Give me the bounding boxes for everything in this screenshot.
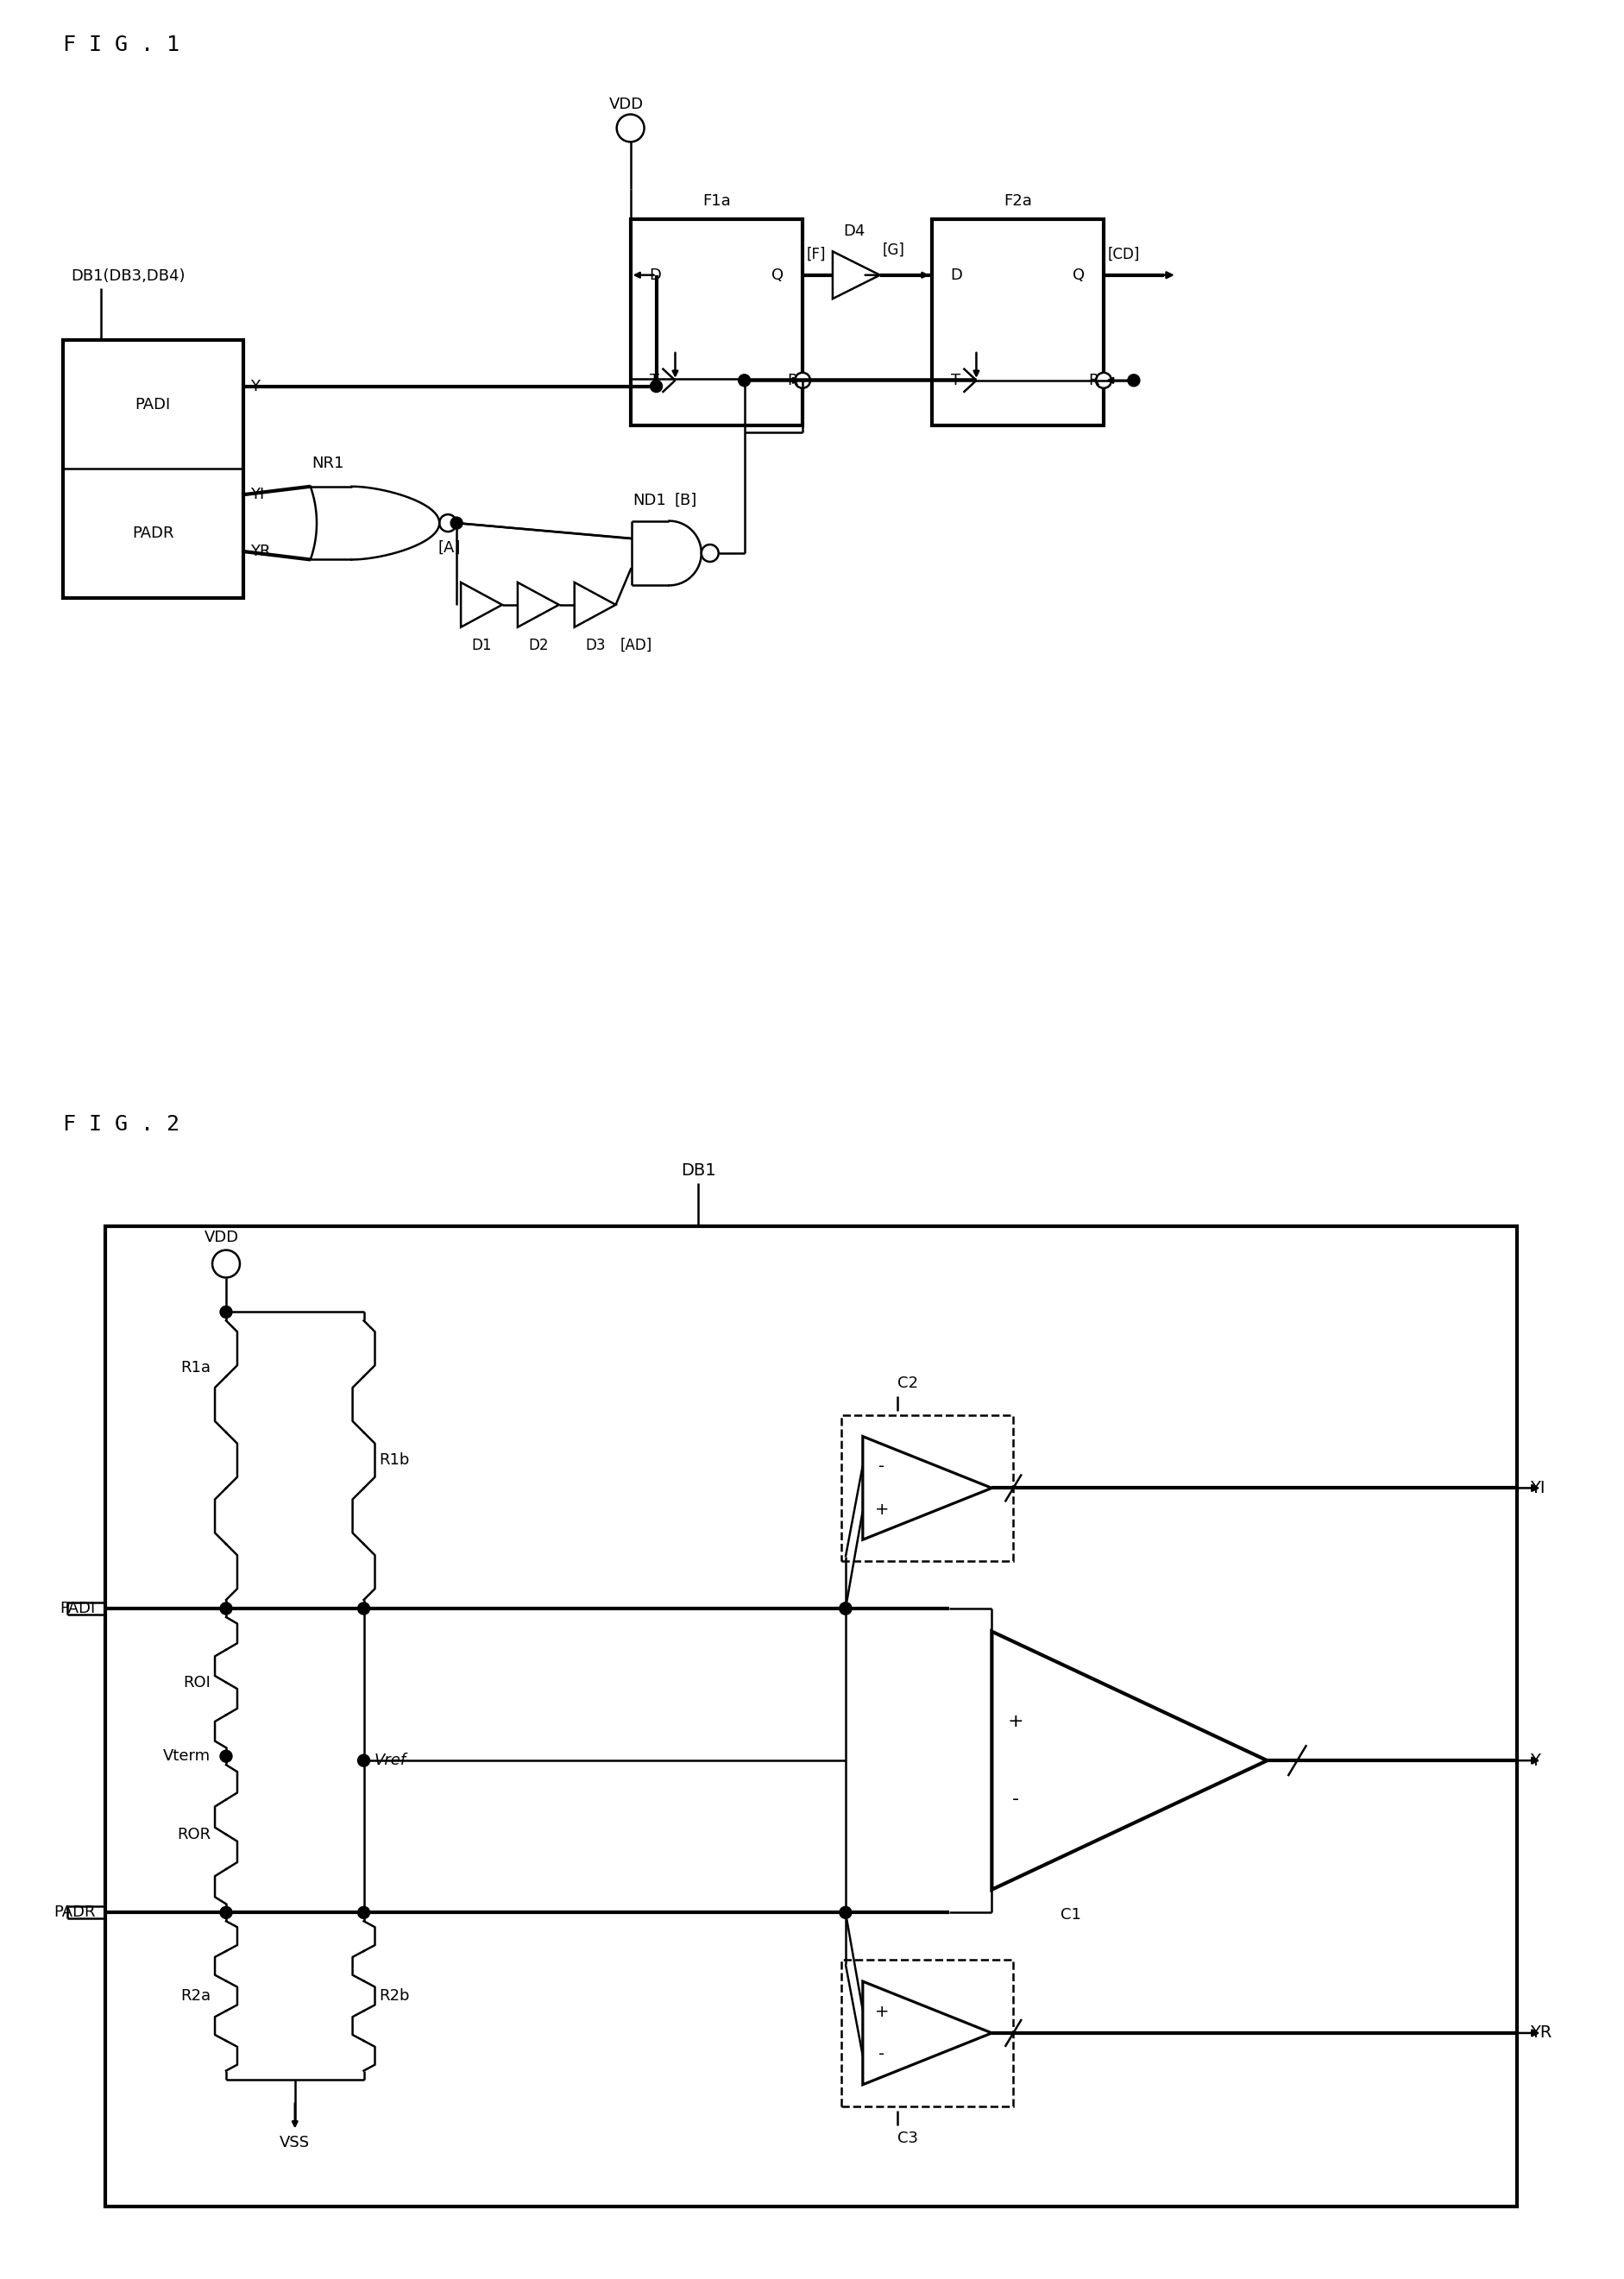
Text: NR1: NR1 [312,456,344,472]
Text: -: - [879,2047,885,2062]
Text: PADI: PADI [135,397,171,412]
Circle shape [213,1251,240,1279]
Circle shape [450,517,463,529]
Bar [106,1226,1515,2206]
Text: YI: YI [1528,1479,1544,1497]
Text: R1a: R1a [180,1361,211,1377]
Text: T: T [950,371,960,387]
Text: D4: D4 [843,223,864,239]
Text: YI: YI [250,488,265,501]
Text: Q: Q [771,267,783,283]
Circle shape [702,545,718,561]
Circle shape [357,1755,370,1766]
Text: R1b: R1b [378,1452,409,1468]
Circle shape [737,374,750,387]
Text: D: D [650,267,661,283]
Text: [CD]: [CD] [1108,246,1140,262]
Bar [630,219,802,426]
Text: F I G . 2: F I G . 2 [63,1114,179,1135]
Bar [931,219,1103,426]
Circle shape [650,381,663,392]
Text: PADI: PADI [60,1600,96,1616]
Text: D3: D3 [585,638,604,654]
Text: PADR: PADR [132,526,174,540]
Circle shape [357,1602,370,1614]
Text: C2: C2 [896,1374,918,1390]
Circle shape [219,1908,232,1919]
Text: ROI: ROI [184,1675,211,1691]
Text: ROR: ROR [177,1828,211,1841]
Bar [841,1960,1013,2106]
Bar [841,1415,1013,1561]
Text: R: R [786,371,797,387]
Circle shape [219,1306,232,1317]
Text: C1: C1 [1060,1908,1080,1921]
Text: Y: Y [250,378,260,394]
Circle shape [219,1602,232,1614]
Circle shape [357,1908,370,1919]
Text: Vref: Vref [374,1753,406,1769]
Text: [F]: [F] [807,246,827,262]
Text: +: + [874,1502,888,1518]
Text: -: - [1012,1791,1018,1807]
Text: DB1(DB3,DB4): DB1(DB3,DB4) [71,269,185,285]
Text: F2a: F2a [1004,194,1031,210]
Circle shape [840,1602,851,1614]
Bar [63,340,244,597]
Text: ND1: ND1 [633,492,666,508]
Text: Q: Q [1072,267,1085,283]
Text: +: + [1007,1714,1023,1730]
Text: D: D [950,267,961,283]
Circle shape [219,1750,232,1762]
Text: D1: D1 [471,638,492,654]
Circle shape [840,1602,851,1614]
Text: VDD: VDD [205,1228,239,1244]
Text: DB1: DB1 [680,1162,716,1178]
Text: YR: YR [1528,2024,1551,2042]
Text: R2a: R2a [180,1987,211,2003]
Text: -: - [879,1459,885,1475]
Text: YR: YR [250,545,270,558]
Circle shape [617,114,643,141]
Text: D2: D2 [528,638,549,654]
Text: C3: C3 [896,2131,918,2147]
Text: R2b: R2b [378,1987,409,2003]
Circle shape [840,1908,851,1919]
Text: F I G . 1: F I G . 1 [63,34,179,55]
Text: +: + [874,2003,888,2019]
Text: F1a: F1a [702,194,731,210]
Text: T: T [650,371,659,387]
Text: VDD: VDD [609,96,643,112]
Circle shape [794,374,810,387]
Circle shape [1095,374,1111,387]
Circle shape [1127,374,1138,387]
Text: Vterm: Vterm [162,1748,211,1764]
Text: R: R [1088,371,1098,387]
Text: [A]: [A] [437,540,460,556]
Text: [B]: [B] [674,492,697,508]
Circle shape [438,515,456,531]
Text: [G]: [G] [882,242,905,258]
Text: [AD]: [AD] [620,638,651,654]
Text: Y: Y [1528,1753,1540,1769]
Text: PADR: PADR [54,1905,96,1921]
Text: VSS: VSS [279,2135,310,2151]
